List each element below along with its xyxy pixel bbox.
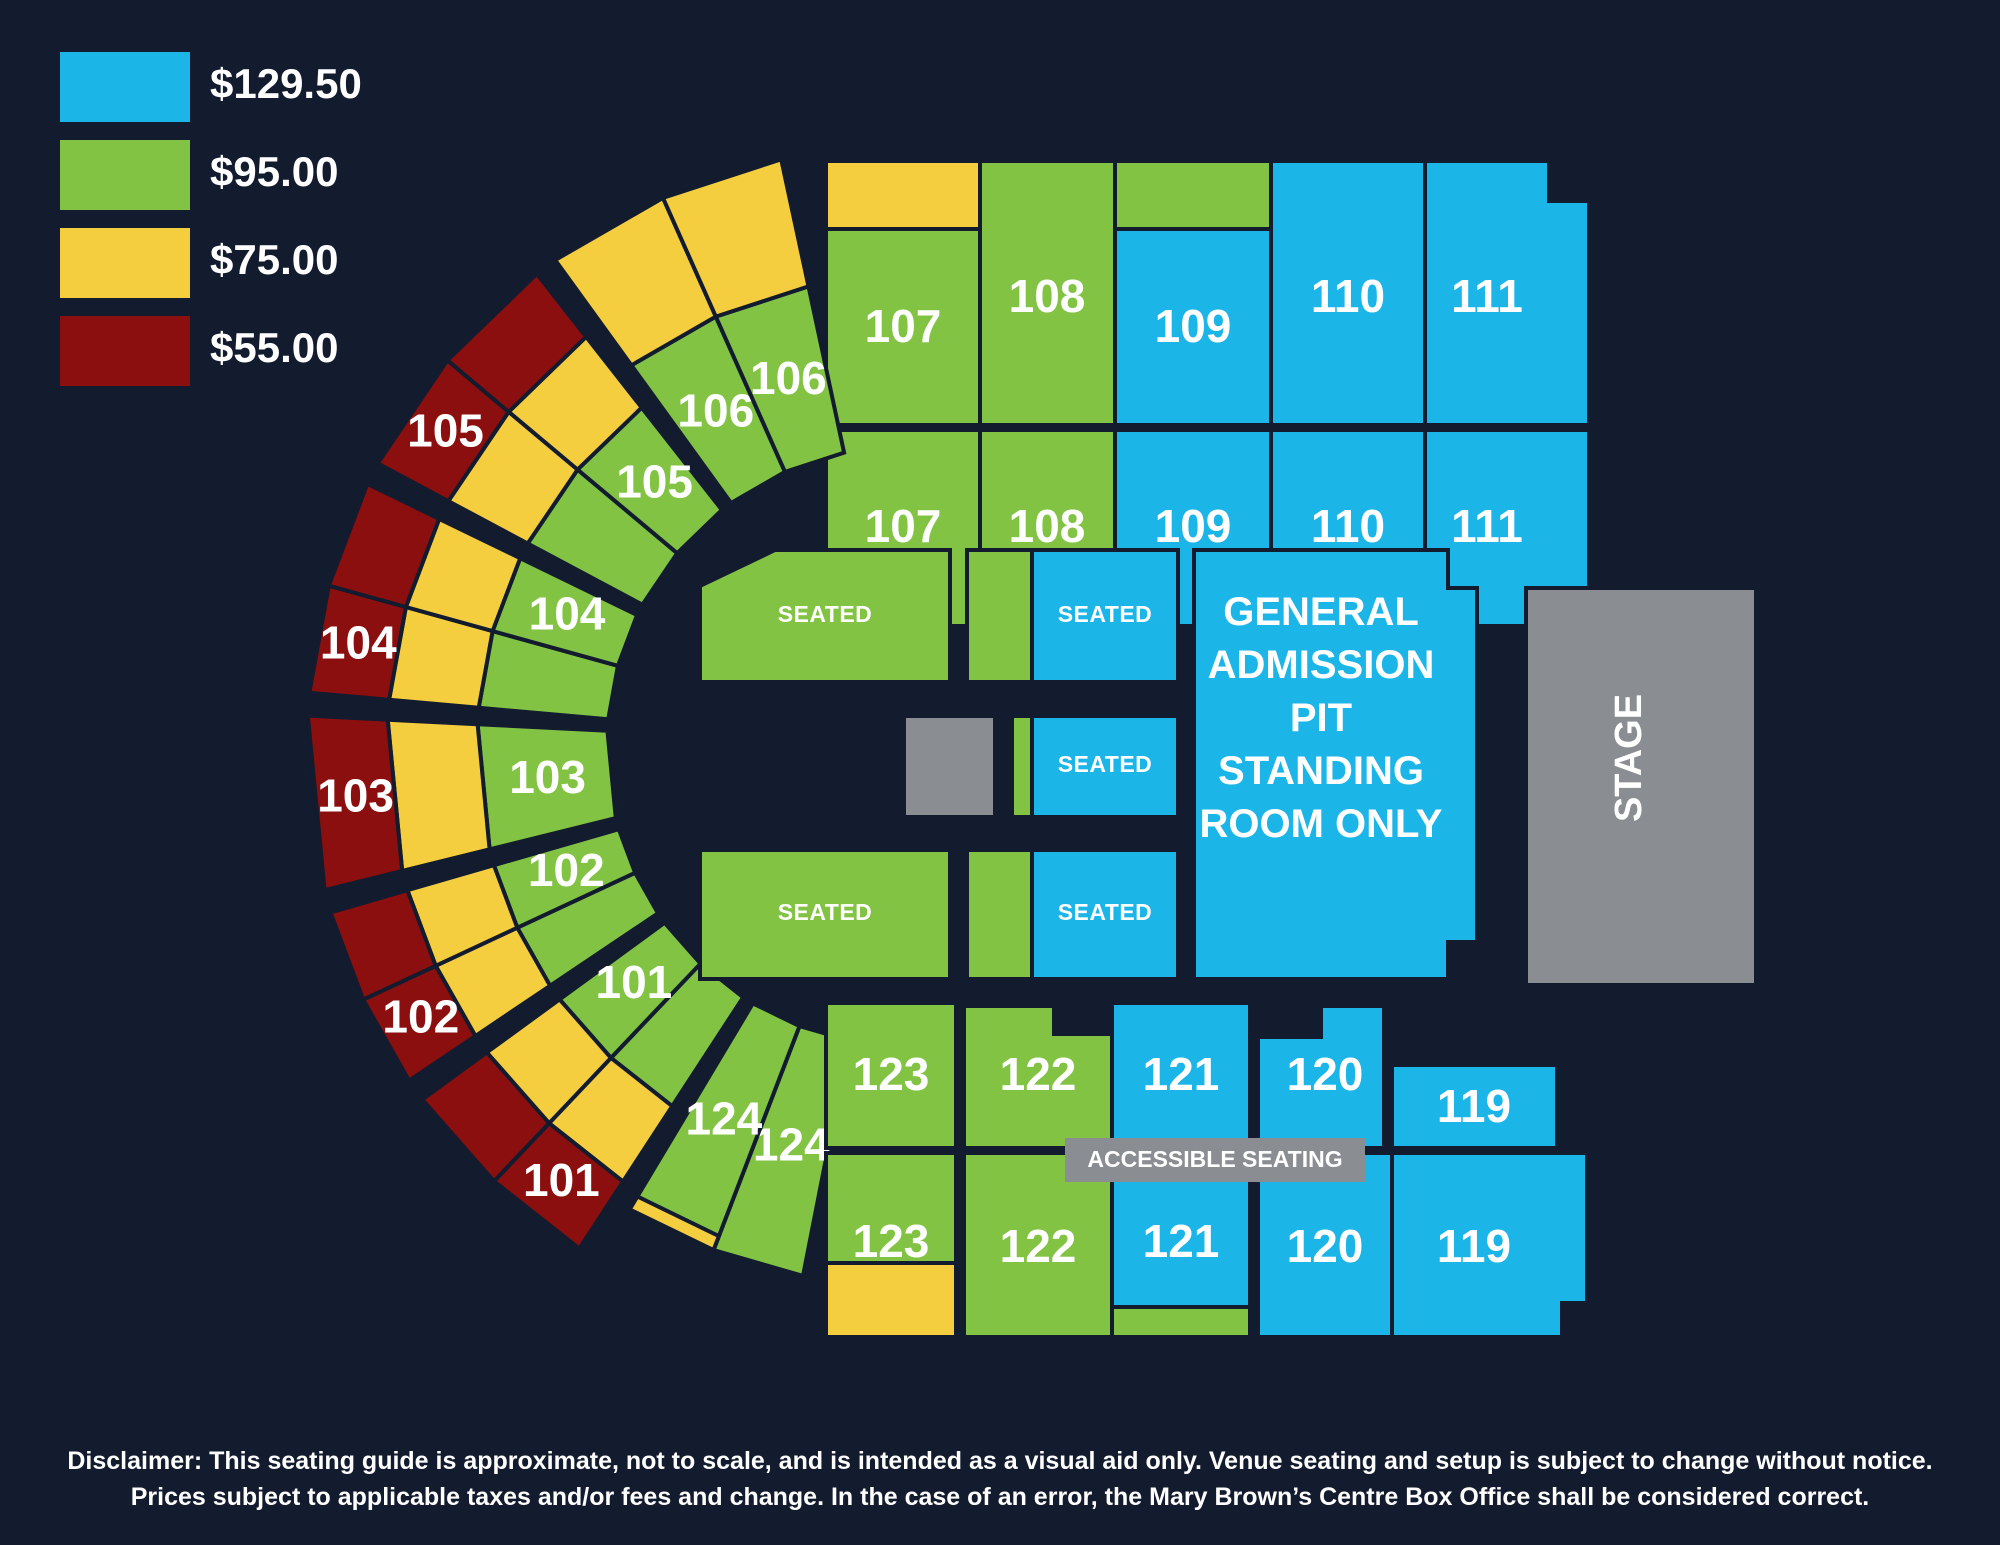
svg-text:101: 101 (523, 1154, 600, 1206)
svg-text:120: 120 (1287, 1048, 1364, 1100)
svg-text:SEATED: SEATED (778, 899, 873, 925)
svg-text:106: 106 (677, 384, 754, 436)
svg-text:104: 104 (529, 588, 606, 640)
svg-text:STANDING: STANDING (1218, 749, 1424, 793)
svg-text:SEATED: SEATED (778, 601, 873, 627)
svg-text:122: 122 (1000, 1048, 1077, 1100)
svg-text:111: 111 (1451, 270, 1523, 322)
svg-text:122: 122 (1000, 1220, 1077, 1272)
svg-text:109: 109 (1155, 500, 1232, 552)
svg-text:102: 102 (528, 844, 605, 896)
svg-text:ACCESSIBLE SEATING: ACCESSIBLE SEATING (1087, 1146, 1342, 1172)
svg-text:ADMISSION: ADMISSION (1208, 643, 1435, 687)
svg-text:121: 121 (1143, 1048, 1220, 1100)
svg-text:102: 102 (382, 991, 459, 1043)
svg-text:108: 108 (1009, 270, 1086, 322)
svg-text:109: 109 (1155, 300, 1232, 352)
svg-text:103: 103 (317, 769, 394, 821)
svg-text:120: 120 (1287, 1220, 1364, 1272)
svg-text:111: 111 (1451, 500, 1523, 552)
svg-text:110: 110 (1311, 270, 1385, 322)
svg-text:123: 123 (853, 1048, 930, 1100)
svg-text:119: 119 (1437, 1220, 1511, 1272)
svg-text:121: 121 (1143, 1215, 1220, 1267)
svg-text:STAGE: STAGE (1608, 694, 1650, 822)
svg-text:104: 104 (320, 616, 397, 668)
svg-text:108: 108 (1009, 500, 1086, 552)
svg-text:106: 106 (750, 352, 827, 404)
svg-text:103: 103 (509, 751, 586, 803)
svg-text:101: 101 (596, 956, 673, 1008)
svg-text:124: 124 (686, 1092, 763, 1144)
svg-text:SEATED: SEATED (1058, 899, 1153, 925)
svg-text:SEATED: SEATED (1058, 751, 1153, 777)
svg-text:110: 110 (1311, 500, 1385, 552)
svg-text:105: 105 (407, 404, 484, 456)
svg-text:107: 107 (865, 300, 942, 352)
svg-text:105: 105 (616, 455, 693, 507)
svg-text:124: 124 (753, 1118, 830, 1170)
svg-text:ROOM ONLY: ROOM ONLY (1200, 802, 1443, 846)
svg-text:107: 107 (865, 500, 942, 552)
svg-text:PIT: PIT (1290, 696, 1352, 740)
svg-text:SEATED: SEATED (1058, 601, 1153, 627)
svg-text:123: 123 (853, 1215, 930, 1267)
svg-text:GENERAL: GENERAL (1223, 590, 1419, 634)
svg-text:119: 119 (1437, 1080, 1511, 1132)
